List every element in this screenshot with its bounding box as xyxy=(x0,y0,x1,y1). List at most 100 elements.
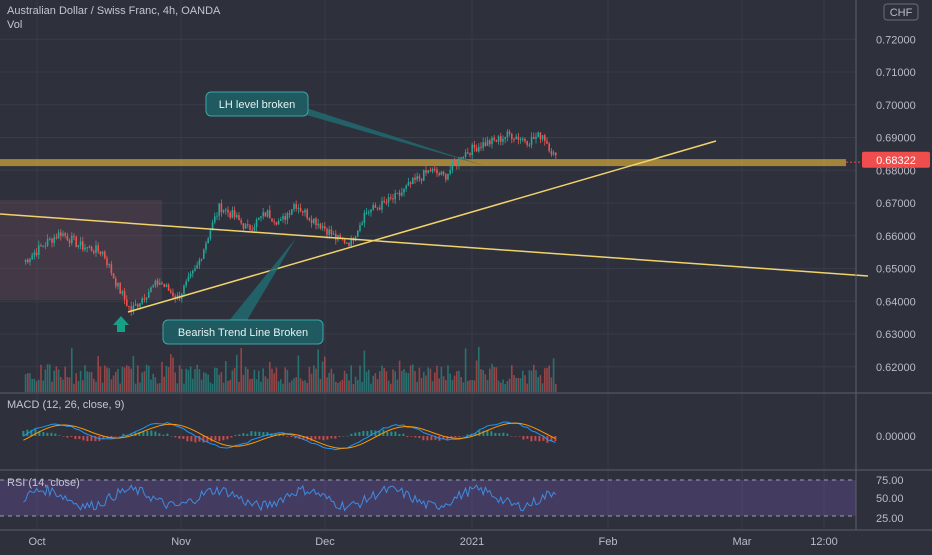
volume-bar xyxy=(378,371,381,392)
rsi-label[interactable]: RSI (14, close) xyxy=(7,477,80,489)
macd-histogram-bar xyxy=(158,433,161,436)
macd-histogram-bar xyxy=(482,430,485,436)
volume-bar xyxy=(198,369,201,392)
volume-bar xyxy=(310,373,313,392)
volume-bar xyxy=(44,369,47,392)
volume-bar xyxy=(453,375,456,392)
candle-body xyxy=(554,152,557,156)
volume-bar xyxy=(235,354,238,392)
macd-histogram-bar xyxy=(74,436,77,440)
volume-bar xyxy=(229,379,231,392)
candle-body xyxy=(356,230,359,237)
candle-body xyxy=(440,171,443,175)
candle-body xyxy=(209,230,212,239)
macd-histogram-bar xyxy=(454,436,457,438)
candle-body xyxy=(97,245,99,252)
volume-bar xyxy=(306,382,308,392)
candle-body xyxy=(350,237,352,247)
price-tick-2: 0.70000 xyxy=(876,100,916,112)
candle-body xyxy=(414,177,416,180)
volume-bar xyxy=(262,368,264,392)
volume-bar xyxy=(510,365,513,392)
macd-histogram-bar xyxy=(58,435,61,436)
volume-bar xyxy=(216,367,218,392)
lh-level-annotation[interactable]: LH level broken xyxy=(205,91,485,166)
symbol-title[interactable]: Australian Dollar / Swiss Franc, 4h, OAN… xyxy=(7,5,221,17)
price-axis[interactable]: 0.72000 0.71000 0.70000 0.69000 0.68000 0.670… xyxy=(876,34,916,374)
volume-bar xyxy=(425,375,427,392)
candle-body xyxy=(92,251,95,253)
candle-body xyxy=(372,204,374,210)
macd-histogram-bar xyxy=(422,436,425,441)
candle-body xyxy=(524,138,526,142)
macd-histogram-bar xyxy=(142,431,145,436)
descending-trend-line[interactable] xyxy=(0,213,869,277)
price-tick-4: 0.68000 xyxy=(876,165,916,177)
candle-body xyxy=(275,222,278,225)
macd-histogram-bar xyxy=(290,436,293,438)
price-candles xyxy=(24,129,557,317)
lh-level-callout-pointer xyxy=(300,106,485,166)
candle-body xyxy=(332,233,335,235)
time-axis[interactable]: Oct Nov Dec 2021 Feb Mar 12:00 xyxy=(28,536,837,548)
candle-body xyxy=(517,136,520,140)
volume-bar xyxy=(297,355,300,392)
rsi-band xyxy=(0,480,856,516)
candle-body xyxy=(110,264,113,274)
volume-bar xyxy=(394,371,396,392)
volume-bar xyxy=(519,378,522,392)
ascending-trend-line[interactable] xyxy=(127,140,717,313)
candle-body xyxy=(400,192,403,196)
candle-body xyxy=(255,219,258,227)
macd-histogram-bar xyxy=(186,436,189,442)
macd-label[interactable]: MACD (12, 26, close, 9) xyxy=(7,399,124,411)
candle-body xyxy=(389,197,392,199)
volume-bar xyxy=(486,380,489,392)
macd-histogram-bar xyxy=(346,435,349,437)
candle-body xyxy=(482,142,484,148)
volume-label[interactable]: Vol xyxy=(7,19,22,31)
resistance-band[interactable] xyxy=(0,159,846,167)
macd-histogram-bar xyxy=(82,436,85,441)
candle-body xyxy=(207,238,209,244)
macd-histogram-bar xyxy=(198,436,201,442)
volume-bar xyxy=(317,349,319,392)
volume-bar xyxy=(86,371,88,392)
candle-body xyxy=(433,168,436,170)
volume-bar xyxy=(447,365,449,392)
candle-body xyxy=(475,147,478,152)
candle-body xyxy=(198,259,201,266)
last-price-marker: 0.68322 xyxy=(862,151,930,168)
volume-bar xyxy=(422,371,425,392)
time-tick-dec: Dec xyxy=(315,536,335,548)
volume-bar xyxy=(180,368,183,392)
bearish-trend-annotation[interactable]: Bearish Trend Line Broken xyxy=(162,238,324,345)
volume-bar xyxy=(499,382,502,392)
candle-body xyxy=(376,207,379,209)
candle-body xyxy=(136,304,139,307)
candle-body xyxy=(497,136,500,142)
candle-body xyxy=(128,305,130,307)
candle-body xyxy=(471,144,473,155)
candle-body xyxy=(183,285,185,294)
candle-body xyxy=(196,265,198,269)
volume-bar xyxy=(141,372,143,392)
currency-badge[interactable]: CHF xyxy=(883,3,919,21)
price-tick-0: 0.72000 xyxy=(876,34,916,46)
volume-bar xyxy=(275,367,278,392)
macd-histogram-bar xyxy=(370,430,373,436)
candle-body xyxy=(185,281,187,286)
candle-body xyxy=(251,229,253,231)
candle-body xyxy=(409,182,412,184)
candle-body xyxy=(515,136,517,140)
volume-bar xyxy=(473,380,476,392)
candle-body xyxy=(220,203,223,213)
volume-bar xyxy=(268,362,271,392)
candle-body xyxy=(262,212,264,217)
volume-bar xyxy=(502,379,504,392)
candle-body xyxy=(429,170,432,172)
macd-histogram-bar xyxy=(390,431,393,436)
volume-bar xyxy=(403,369,405,392)
